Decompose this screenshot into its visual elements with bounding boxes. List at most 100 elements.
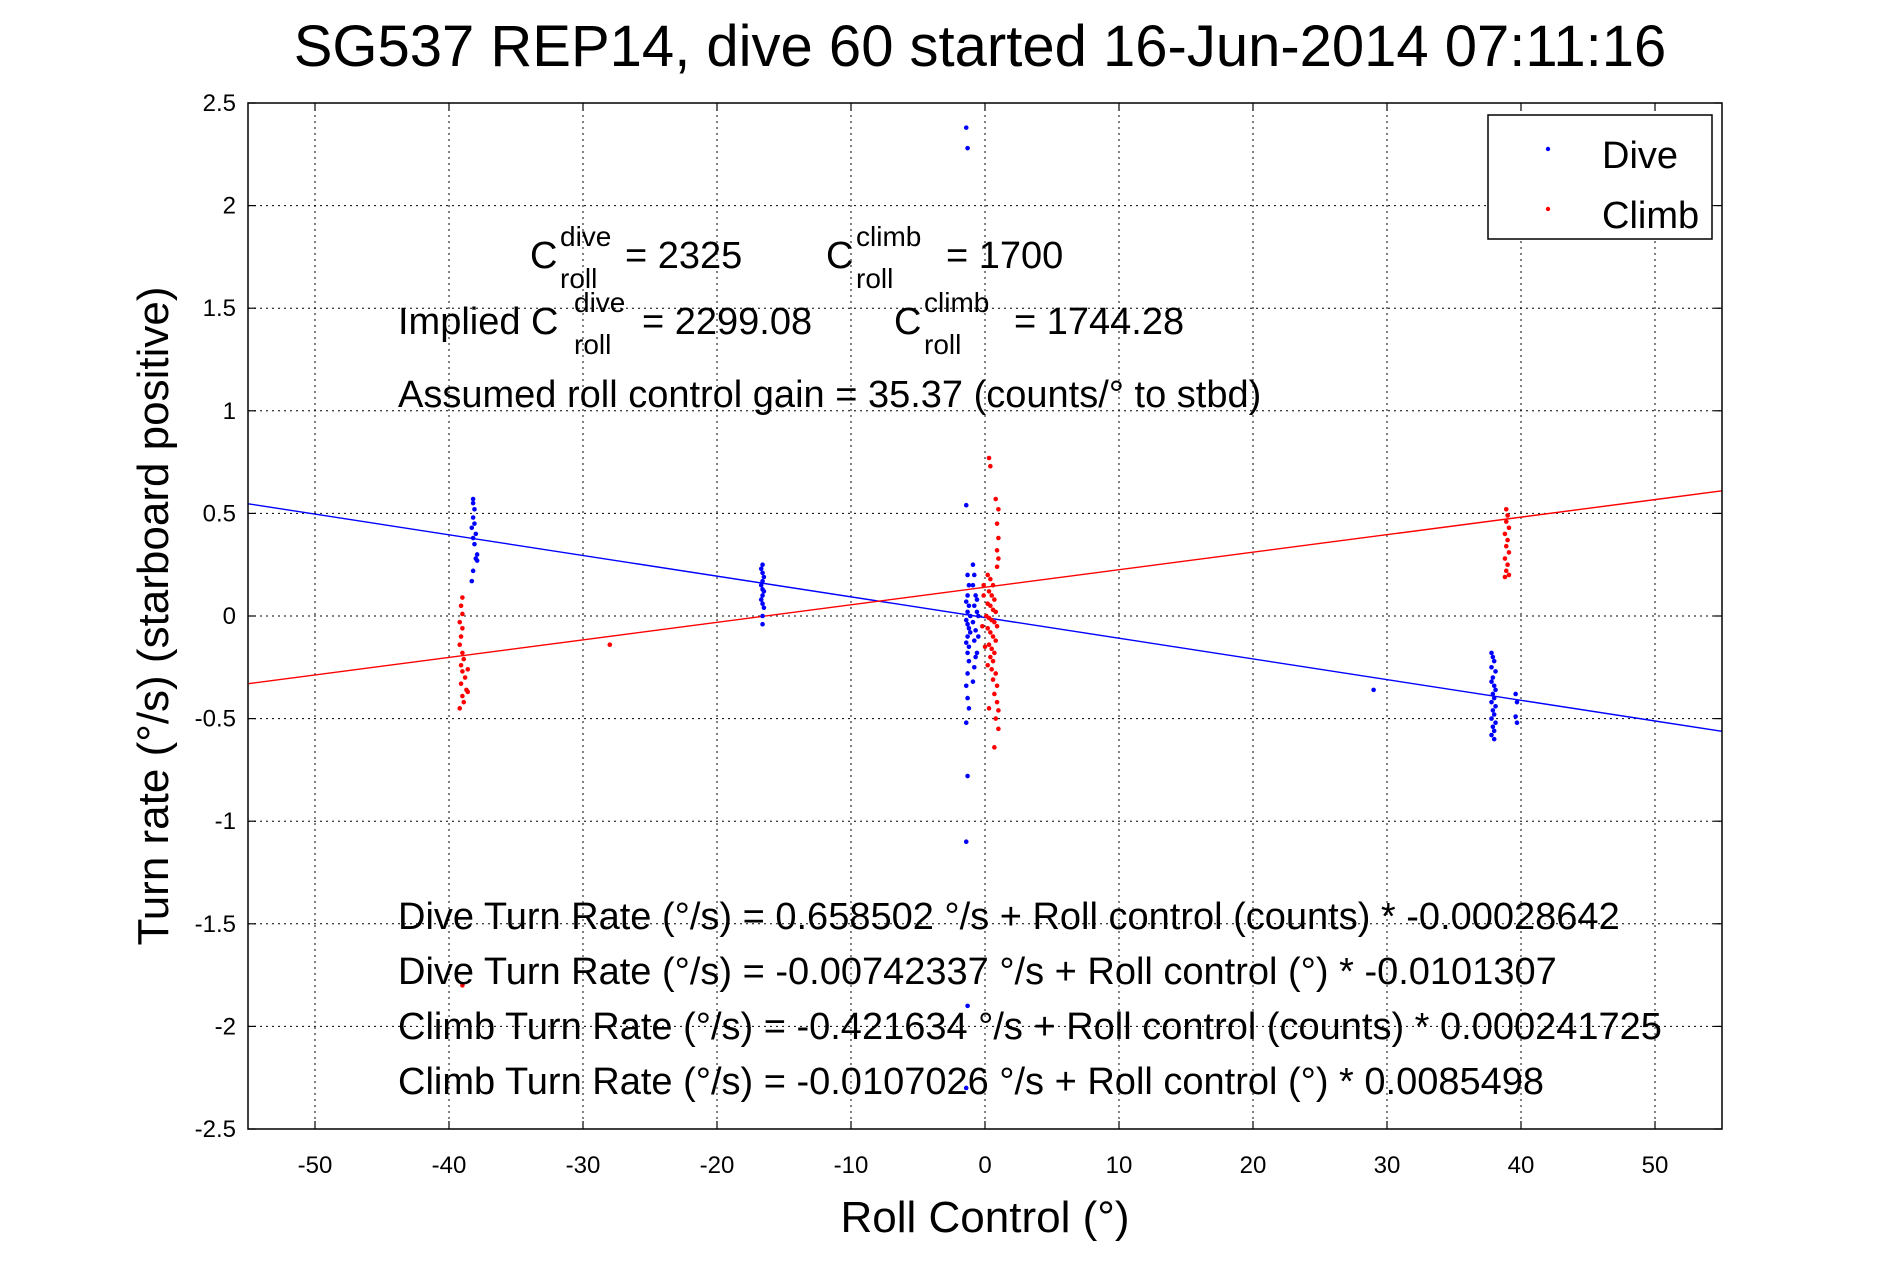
x-tick-label: 20 <box>1240 1152 1267 1179</box>
climb-point <box>989 667 994 672</box>
dive-point <box>965 145 970 151</box>
c-climb-sup: climb <box>856 221 921 252</box>
climb-point <box>1502 556 1508 561</box>
dive-point <box>971 603 977 609</box>
dive-point <box>470 535 476 541</box>
dive-point <box>1491 695 1497 701</box>
dive-point <box>963 617 969 623</box>
climb-point <box>457 642 463 648</box>
dive-point <box>1490 675 1496 680</box>
climb-point <box>460 669 465 674</box>
y-tick-label: -1 <box>215 808 236 835</box>
dive-point <box>1489 716 1494 721</box>
dive-point <box>761 574 767 580</box>
dive-point <box>963 502 969 508</box>
climb-point <box>460 626 465 631</box>
y-tick-label: -0.5 <box>195 706 236 733</box>
dive-point <box>1491 736 1497 742</box>
x-tick-label: -20 <box>700 1152 735 1179</box>
climb-point <box>986 589 992 594</box>
climb-point <box>994 683 1000 689</box>
dive-point <box>970 582 976 588</box>
c-climb-prefix: C <box>826 235 853 277</box>
x-tick-label: 0 <box>978 1152 991 1179</box>
dive-point <box>1513 691 1518 697</box>
climb-point <box>465 667 471 672</box>
dive-point <box>965 609 970 615</box>
climb-point <box>1503 519 1509 524</box>
dive-point <box>965 634 970 639</box>
dive-point <box>1489 665 1494 670</box>
climb-point <box>1505 537 1510 543</box>
dive-point <box>758 597 764 602</box>
equation-climb-counts: Climb Turn Rate (°/s) = -0.421634 °/s + … <box>398 1006 1662 1048</box>
climb-point <box>981 582 986 588</box>
legend-box <box>1487 114 1713 240</box>
x-tick-label: -50 <box>298 1152 333 1179</box>
dive-point <box>971 638 977 643</box>
dive-point <box>760 593 765 598</box>
climb-point <box>458 634 464 639</box>
climb-point <box>1505 562 1510 567</box>
dive-point <box>965 650 970 656</box>
climb-point <box>985 662 990 668</box>
x-axis-label: Roll Control (°) <box>841 1193 1130 1242</box>
climb-point <box>996 535 1001 541</box>
dive-point <box>472 541 477 547</box>
dive-point <box>761 605 767 611</box>
climb-point <box>996 708 1001 713</box>
climb-point <box>980 623 985 629</box>
dive-point <box>970 679 976 684</box>
y-tick-label: 2.5 <box>203 90 236 117</box>
dive-point <box>965 621 970 627</box>
dive-point <box>1491 683 1497 689</box>
dive-point <box>963 640 969 645</box>
data-points <box>457 125 1520 1091</box>
climb-point <box>458 662 464 668</box>
equation-dive-counts: Dive Turn Rate (°/s) = 0.658502 °/s + Ro… <box>398 896 1620 938</box>
dive-point <box>963 683 969 689</box>
dive-point <box>760 578 765 584</box>
climb-point <box>1505 513 1510 518</box>
dive-point <box>965 773 970 779</box>
dive-point <box>967 630 973 635</box>
y-tick-label: -1.5 <box>195 911 236 938</box>
dive-point <box>1489 732 1494 738</box>
dive-point <box>1491 658 1497 664</box>
dive-point <box>1513 714 1518 719</box>
dive-point <box>1493 703 1498 709</box>
climb-point <box>990 634 996 639</box>
dive-point <box>963 720 969 726</box>
climb-point <box>460 595 465 600</box>
dive-point <box>1493 687 1498 693</box>
y-ticks: -2.5 -2 -1.5 -1 -0.5 0 0.5 1 1.5 2 2.5 <box>195 90 1722 1143</box>
legend-climb-label: Climb <box>1602 195 1699 237</box>
c-dive-value: = 2325 <box>625 235 742 277</box>
climb-point <box>992 619 997 625</box>
climb-point <box>988 463 993 469</box>
legend-dive-label: Dive <box>1602 135 1678 177</box>
equation-climb-degrees: Climb Turn Rate (°/s) = -0.0107026 °/s +… <box>398 1061 1544 1103</box>
climb-point <box>458 603 464 609</box>
dive-point <box>966 582 972 588</box>
climb-point <box>992 597 997 602</box>
dive-point <box>965 572 970 578</box>
legend: Dive Climb <box>1487 114 1713 240</box>
dive-point <box>1514 720 1520 726</box>
climb-point <box>992 691 997 697</box>
climb-point <box>460 983 465 988</box>
dive-point <box>760 601 765 606</box>
x-tick-label: -30 <box>566 1152 601 1179</box>
y-tick-label: 2 <box>223 193 236 220</box>
dive-point <box>1493 720 1498 726</box>
climb-point <box>461 656 467 662</box>
dive-point <box>966 626 972 631</box>
dive-point <box>970 562 976 567</box>
dive-point <box>966 706 972 711</box>
climb-point <box>992 650 997 656</box>
climb-point <box>985 572 990 578</box>
implied-dive-value: = 2299.08 <box>642 301 812 343</box>
dive-point <box>965 671 970 676</box>
y-axis-label: Turn rate (°/s) (starboard positive) <box>129 286 178 945</box>
climb-point <box>996 506 1001 512</box>
